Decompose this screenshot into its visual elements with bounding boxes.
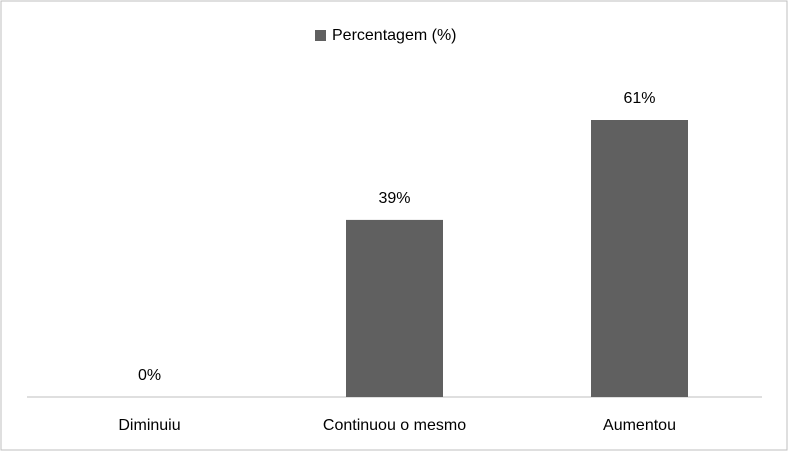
x-tick-label: Aumentou bbox=[603, 417, 676, 434]
legend-swatch bbox=[315, 30, 326, 41]
bar bbox=[591, 120, 688, 397]
value-label: 0% bbox=[138, 367, 161, 384]
value-label: 61% bbox=[623, 90, 655, 107]
bar bbox=[346, 219, 443, 397]
legend-label: Percentagem (%) bbox=[332, 27, 457, 44]
value-label: 39% bbox=[378, 190, 410, 207]
x-tick-label: Continuou o mesmo bbox=[323, 417, 466, 434]
x-tick-label: Diminuiu bbox=[118, 417, 180, 434]
